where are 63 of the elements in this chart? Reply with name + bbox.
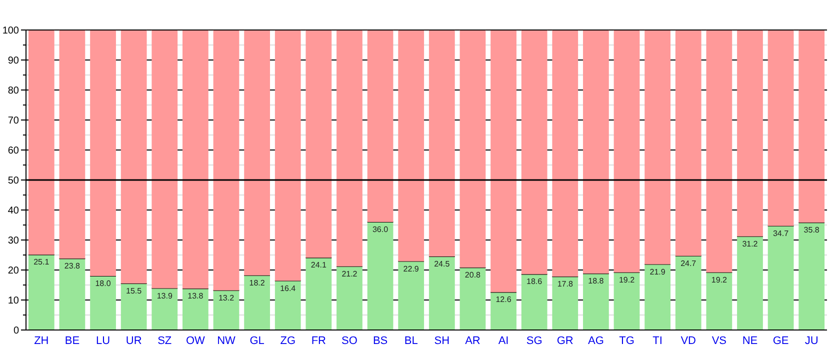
x-tick-label: LU bbox=[96, 335, 110, 347]
data-label: 31.2 bbox=[742, 239, 758, 248]
x-tick-label: FR bbox=[311, 335, 326, 347]
data-label: 13.8 bbox=[188, 292, 204, 301]
x-tick-label: VD bbox=[680, 335, 696, 347]
y-tick-label: 60 bbox=[8, 146, 20, 156]
y-tick-label: 80 bbox=[8, 86, 20, 96]
x-tick-label: GE bbox=[772, 335, 789, 347]
data-label: 17.8 bbox=[557, 280, 574, 289]
x-tick-label: BE bbox=[64, 335, 80, 347]
x-tick-label: BL bbox=[404, 335, 418, 347]
data-label: 15.5 bbox=[126, 286, 142, 296]
x-tick-label: JU bbox=[804, 335, 818, 347]
data-label: 18.6 bbox=[526, 277, 543, 286]
y-tick-label: 20 bbox=[8, 266, 20, 276]
y-tick-label: 70 bbox=[8, 116, 20, 126]
x-tick-label: AI bbox=[498, 335, 509, 347]
y-tick-label: 50 bbox=[8, 176, 20, 186]
data-label: 21.9 bbox=[650, 267, 666, 276]
data-label: 16.4 bbox=[280, 284, 296, 293]
x-tick-label: NE bbox=[742, 335, 758, 347]
data-label: 20.8 bbox=[464, 270, 482, 280]
data-label: 22.9 bbox=[403, 264, 420, 274]
data-label: 18.2 bbox=[249, 278, 266, 288]
x-tick-label: AR bbox=[465, 335, 480, 347]
data-label: 36.0 bbox=[372, 225, 389, 234]
x-tick-label: SG bbox=[526, 335, 542, 347]
data-label: 21.2 bbox=[342, 269, 358, 278]
y-tick-label: 0 bbox=[13, 326, 20, 336]
x-tick-label: TG bbox=[619, 335, 634, 347]
y-tick-label: 100 bbox=[2, 26, 20, 36]
y-tick-label: 30 bbox=[8, 236, 20, 246]
y-tick-label: 40 bbox=[8, 206, 20, 216]
data-label: 18.8 bbox=[588, 276, 604, 286]
data-label: 25.1 bbox=[34, 258, 50, 267]
y-tick-label: 90 bbox=[8, 56, 20, 66]
x-tick-label: SO bbox=[342, 335, 358, 347]
data-label: 23.8 bbox=[64, 262, 81, 271]
x-tick-label: BS bbox=[372, 335, 388, 347]
x-tick-label: ZG bbox=[280, 335, 296, 347]
data-label: 35.8 bbox=[804, 226, 820, 235]
x-tick-label: SH bbox=[434, 335, 450, 347]
x-tick-label: GL bbox=[250, 335, 264, 347]
data-label: 24.1 bbox=[310, 260, 328, 270]
x-tick-label: SZ bbox=[158, 335, 172, 347]
data-label: 13.2 bbox=[218, 293, 235, 302]
x-tick-label: NW bbox=[217, 335, 236, 347]
data-label: 18.0 bbox=[95, 279, 112, 288]
data-label: 13.9 bbox=[156, 291, 173, 300]
x-tick-label: GR bbox=[556, 335, 574, 347]
data-label: 34.7 bbox=[773, 228, 790, 238]
data-label: 24.7 bbox=[680, 258, 697, 268]
x-tick-label: AG bbox=[588, 335, 604, 347]
data-label: 19.2 bbox=[618, 275, 636, 284]
x-tick-label: VS bbox=[712, 335, 727, 347]
y-tick-label: 10 bbox=[8, 296, 20, 306]
x-tick-label: UR bbox=[126, 335, 142, 347]
x-tick-label: TI bbox=[652, 335, 662, 347]
data-label: 19.2 bbox=[711, 275, 728, 284]
data-label: 12.6 bbox=[496, 295, 512, 304]
x-tick-label: OW bbox=[186, 335, 206, 347]
x-tick-label: ZH bbox=[34, 335, 49, 347]
data-label: 24.5 bbox=[434, 260, 450, 268]
